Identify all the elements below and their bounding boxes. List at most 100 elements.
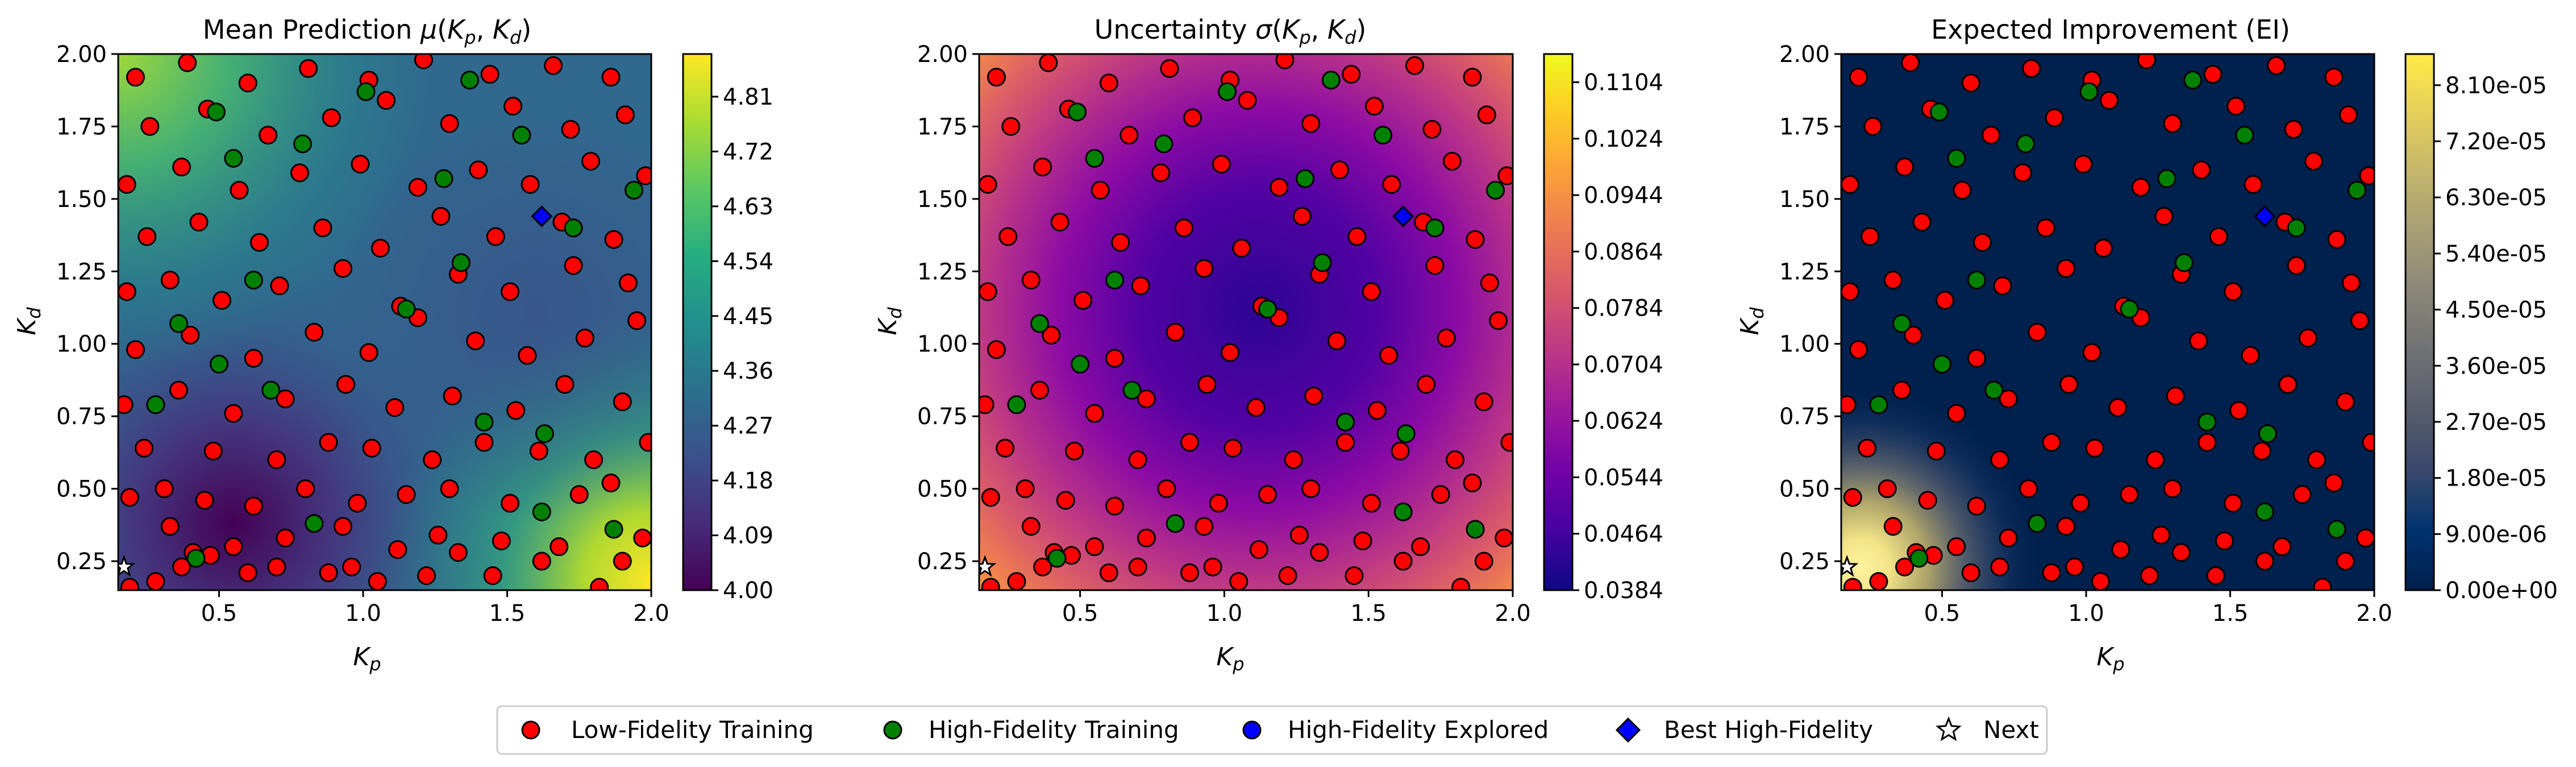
- panel-mean-prediction: Mean Prediction μ(Kp, Kd) 0.5 1.0 1.5 2.00.…: [13, 14, 773, 675]
- x-tick-label: 1.0: [2068, 600, 2104, 627]
- low-fidelity-point: [2131, 177, 2150, 197]
- low-fidelity-point: [2255, 552, 2274, 571]
- low-fidelity-point: [2244, 175, 2263, 194]
- low-fidelity-point: [1137, 389, 1156, 409]
- low-fidelity-point: [1422, 120, 1442, 139]
- high-fidelity-point: [397, 300, 416, 319]
- high-fidelity-point: [1336, 412, 1355, 432]
- low-fidelity-point: [1073, 291, 1093, 310]
- low-fidelity-point: [555, 375, 575, 394]
- y-tick-label: 1.00: [56, 331, 107, 358]
- low-fidelity-point: [2171, 543, 2191, 562]
- low-fidelity-point: [362, 438, 381, 458]
- low-fidelity-point: [120, 578, 139, 590]
- low-fidelity-point: [1021, 271, 1041, 290]
- low-fidelity-point: [1947, 537, 1966, 557]
- low-fidelity-point: [2287, 256, 2306, 275]
- legend-label-low-fidelity: Low-Fidelity Training: [571, 716, 814, 744]
- low-fidelity-point: [1050, 213, 1069, 232]
- low-fidelity-point: [1021, 517, 1041, 536]
- high-fidelity-point: [186, 549, 206, 568]
- low-fidelity-point: [1411, 537, 1430, 557]
- low-fidelity-point: [1990, 557, 2009, 577]
- low-fidelity-point: [1947, 404, 1966, 423]
- low-fidelity-point: [1203, 557, 1222, 577]
- low-fidelity-point: [1495, 528, 1513, 548]
- legend-label-high-fidelity: High-Fidelity Training: [929, 716, 1179, 744]
- high-fidelity-point: [2327, 520, 2346, 539]
- y-tick-label: 1.00: [917, 331, 968, 358]
- y-tick-label: 1.25: [917, 259, 968, 285]
- low-fidelity-point: [2324, 473, 2344, 492]
- high-fidelity-point: [293, 134, 312, 154]
- low-fidelity-point: [238, 563, 257, 582]
- low-fidelity-point: [1953, 181, 1972, 200]
- low-fidelity-point: [276, 389, 295, 409]
- legend-frame: [496, 705, 2048, 755]
- low-fidelity-point: [503, 97, 523, 116]
- low-fidelity-point: [1892, 380, 1911, 400]
- best-high-fidelity-point: [531, 205, 553, 227]
- colorbar-tick-label: 4.54: [723, 248, 773, 275]
- high-fidelity-point: [1967, 271, 1986, 290]
- y-tick-label: 0.75: [1779, 404, 1830, 430]
- low-fidelity-point: [544, 56, 563, 75]
- panel-3-ylabel: Kd: [1736, 307, 1768, 335]
- low-fidelity-point: [1999, 528, 2018, 548]
- low-fidelity-point: [2298, 329, 2317, 348]
- low-fidelity-point: [1197, 375, 1217, 394]
- low-fidelity-point: [1843, 488, 1862, 507]
- high-fidelity-point: [1466, 520, 1485, 539]
- low-fidelity-point: [2111, 540, 2130, 559]
- low-fidelity-point: [2074, 155, 2093, 174]
- low-fidelity-point: [2094, 239, 2113, 258]
- colorbar-tick-label: 4.00: [723, 578, 773, 604]
- high-fidelity-point: [2258, 424, 2277, 443]
- low-fidelity-point: [1270, 177, 1289, 197]
- low-fidelity-point: [1480, 273, 1499, 293]
- high-fidelity-point: [1296, 169, 1315, 188]
- low-fidelity-point: [296, 479, 315, 499]
- low-fidelity-point: [601, 473, 621, 492]
- colorbar-tick-label: 4.45: [723, 304, 773, 330]
- low-fidelity-point: [2022, 59, 2041, 78]
- low-fidelity-point: [2045, 108, 2064, 127]
- low-fidelity-point: [2163, 114, 2182, 133]
- low-fidelity-point: [1183, 108, 1202, 127]
- low-fidelity-point: [2151, 525, 2171, 545]
- colorbar-tick-label: 0.0944: [1584, 183, 1663, 209]
- low-fidelity-point: [998, 227, 1018, 246]
- low-fidelity-point: [2324, 68, 2344, 87]
- low-fidelity-point: [1157, 479, 1176, 499]
- high-fidelity-point: [2198, 412, 2217, 432]
- y-tick-label: 1.25: [1779, 259, 1830, 285]
- low-fidelity-point: [1926, 441, 1946, 461]
- low-fidelity-point: [417, 566, 436, 586]
- x-tick-label: 1.0: [1206, 600, 1243, 627]
- legend-marker-low-fidelity: [521, 720, 540, 740]
- panel-uncertainty: Uncertainty σ(Kp, Kd) 0.5 1.0 1.5 2.00.250.…: [873, 14, 1663, 675]
- low-fidelity-point: [1993, 276, 2012, 296]
- low-fidelity-point: [1166, 322, 1185, 342]
- high-fidelity-point: [2157, 169, 2177, 188]
- low-fidelity-point: [1091, 181, 1110, 200]
- low-fidelity-point: [2065, 557, 2084, 577]
- high-fidelity-point: [460, 71, 480, 90]
- low-fidelity-point: [155, 479, 174, 499]
- low-fidelity-point: [1967, 349, 1986, 368]
- low-fidelity-point: [2059, 375, 2079, 394]
- low-fidelity-point: [2362, 433, 2374, 452]
- low-fidelity-point: [1936, 291, 1955, 310]
- high-fidelity-point: [2016, 134, 2035, 154]
- low-fidelity-point: [1883, 271, 1903, 290]
- low-fidelity-point: [529, 441, 548, 461]
- low-fidelity-point: [615, 105, 635, 125]
- low-fidelity-point: [319, 433, 338, 452]
- low-fidelity-point: [2189, 331, 2208, 351]
- panel-expected-improvement: Expected Improvement (EI) 0.5 1.0 1.5 2.00.…: [1736, 14, 2558, 675]
- low-fidelity-point: [2203, 65, 2223, 84]
- y-tick-label: 0.75: [917, 404, 968, 430]
- low-fidelity-point: [160, 271, 180, 290]
- low-fidelity-point: [1001, 117, 1021, 136]
